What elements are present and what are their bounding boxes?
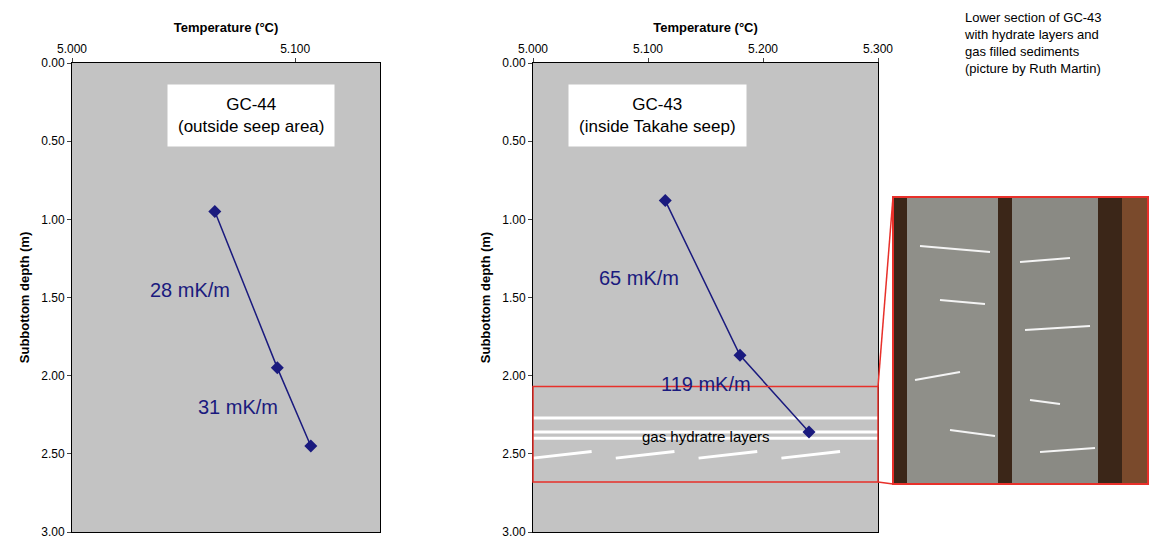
svg-text:0.50: 0.50 (502, 134, 526, 148)
svg-text:5.100: 5.100 (633, 42, 663, 56)
svg-text:5.200: 5.200 (748, 42, 778, 56)
svg-text:2.50: 2.50 (41, 447, 65, 461)
svg-text:5.100: 5.100 (280, 42, 310, 56)
svg-text:2.50: 2.50 (502, 447, 526, 461)
svg-text:31 mK/m: 31 mK/m (198, 396, 278, 418)
svg-text:1.50: 1.50 (502, 291, 526, 305)
svg-text:1.00: 1.00 (502, 213, 526, 227)
svg-text:2.00: 2.00 (502, 369, 526, 383)
svg-text:28 mK/m: 28 mK/m (150, 279, 230, 301)
svg-text:Temperature (°C): Temperature (°C) (174, 20, 279, 35)
svg-text:0.00: 0.00 (502, 56, 526, 70)
svg-text:3.00: 3.00 (41, 525, 65, 539)
svg-text:5.000: 5.000 (57, 42, 87, 56)
svg-text:5.000: 5.000 (518, 42, 548, 56)
svg-text:1.00: 1.00 (41, 213, 65, 227)
svg-text:2.00: 2.00 (41, 369, 65, 383)
svg-text:Lower section of GC-43with hyd: Lower section of GC-43with hydrate layer… (964, 10, 1102, 76)
svg-text:0.50: 0.50 (41, 134, 65, 148)
svg-text:gas hydratre layers: gas hydratre layers (642, 428, 770, 445)
svg-text:1.50: 1.50 (41, 291, 65, 305)
svg-text:5.300: 5.300 (863, 42, 893, 56)
svg-text:Subbottom depth (m): Subbottom depth (m) (478, 232, 493, 363)
svg-text:65 mK/m: 65 mK/m (599, 267, 679, 289)
svg-text:0.00: 0.00 (41, 56, 65, 70)
svg-text:119 mK/m: 119 mK/m (661, 373, 751, 395)
svg-text:Subbottom depth (m): Subbottom depth (m) (17, 232, 32, 363)
svg-text:Temperature (°C): Temperature (°C) (653, 20, 758, 35)
svg-text:GC-43(inside Takahe seep): GC-43(inside Takahe seep) (579, 95, 736, 136)
svg-text:3.00: 3.00 (502, 525, 526, 539)
svg-text:GC-44(outside seep area): GC-44(outside seep area) (178, 95, 324, 136)
